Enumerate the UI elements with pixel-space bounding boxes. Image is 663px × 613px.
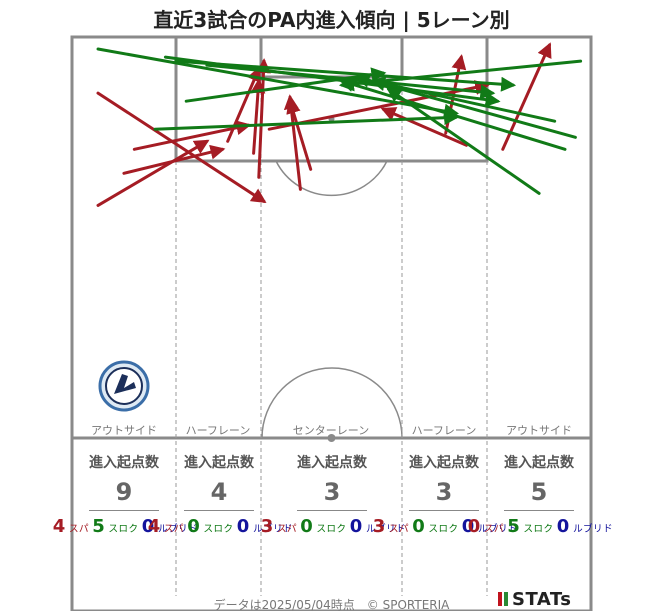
dribble-label: ドリブル bbox=[250, 522, 292, 533]
pass-count: 0 bbox=[467, 516, 481, 537]
penalty-arc bbox=[275, 160, 388, 197]
pass-label: パス bbox=[481, 522, 503, 533]
stat-divider bbox=[409, 510, 479, 511]
dribble-count: 0 bbox=[556, 516, 570, 537]
pass-arrow-10 bbox=[380, 107, 468, 147]
dribble-count: 0 bbox=[461, 516, 475, 537]
lane-stats-center: 進入起点数 3 3 パス 0 クロス 0 ドリブル bbox=[261, 452, 405, 537]
dribble-label: ドリブル bbox=[155, 522, 197, 533]
stat-total: 4 bbox=[210, 478, 228, 506]
chart-title: 直近3試合のPA内進入傾向 | 5レーン別 bbox=[153, 8, 510, 32]
pass-arrow-0 bbox=[96, 91, 267, 204]
stat-divider bbox=[504, 510, 574, 511]
cross-arrow-13 bbox=[96, 47, 460, 119]
dribble-count: 0 bbox=[141, 516, 155, 537]
cross-arrow-23 bbox=[370, 76, 557, 123]
brand-bar-icon bbox=[498, 592, 502, 606]
stat-total: 3 bbox=[435, 478, 453, 506]
cross-count: 5 bbox=[507, 516, 520, 537]
cross-arrow-22 bbox=[386, 87, 541, 195]
pass-count: 4 bbox=[52, 516, 66, 537]
lane-label-outside-right: アウトサイド bbox=[506, 424, 572, 437]
cross-label: クロス bbox=[520, 522, 552, 533]
stat-header: 進入起点数 bbox=[184, 455, 254, 471]
stat-header: 進入起点数 bbox=[297, 455, 367, 471]
pass-arrow-2 bbox=[122, 144, 226, 175]
cross-label: クロス bbox=[105, 522, 137, 533]
pass-arrow-6 bbox=[255, 58, 271, 179]
brand-bar-icon bbox=[504, 592, 508, 606]
arrow-layer bbox=[96, 42, 583, 207]
lane-stats-halfspace-left: 進入起点数 4 4 パス 0 クロス 0 ドリブル bbox=[148, 452, 292, 537]
pass-arrow-5 bbox=[250, 78, 266, 155]
pass-label: パス bbox=[66, 522, 88, 533]
cross-label: クロス bbox=[200, 522, 232, 533]
brand-text: STATs bbox=[512, 589, 572, 610]
cross-count: 0 bbox=[300, 516, 313, 537]
brand-logo: STATs bbox=[498, 589, 571, 610]
pass-arrow-3 bbox=[132, 120, 252, 151]
lane-label-outside-left: アウトサイド bbox=[91, 424, 157, 437]
team-logo-icon bbox=[98, 360, 150, 412]
dribble-label: ドリブル bbox=[475, 522, 517, 533]
dribble-label: ドリブル bbox=[363, 522, 405, 533]
cross-label: クロス bbox=[313, 522, 345, 533]
stat-divider bbox=[297, 510, 367, 511]
cross-label: クロス bbox=[425, 522, 457, 533]
lane-stats-halfspace-right: 進入起点数 3 3 パス 0 クロス 0 ドリブル bbox=[373, 452, 517, 537]
cross-count: 0 bbox=[187, 516, 200, 537]
stat-header: 進入起点数 bbox=[504, 455, 574, 471]
footer-note: データは2025/05/04時点 © SPORTERIA bbox=[213, 598, 450, 612]
lane-stats-outside-left: 進入起点数 9 4 パス 5 クロス 0 ドリブル bbox=[53, 452, 197, 537]
pass-label: パス bbox=[274, 522, 296, 533]
stat-divider bbox=[89, 510, 159, 511]
cross-arrow-18 bbox=[153, 110, 460, 131]
lane-label-center: センターレーン bbox=[292, 424, 370, 437]
lane-stats-outside-right: 進入起点数 5 0 パス 5 クロス 0 ドリブル bbox=[468, 452, 612, 537]
stat-total: 5 bbox=[530, 478, 548, 506]
dribble-label: ドリブル bbox=[570, 522, 612, 533]
center-spot bbox=[327, 434, 336, 442]
pass-arrow-1 bbox=[96, 139, 210, 207]
cross-arrow-19 bbox=[339, 77, 567, 151]
pass-label: パス bbox=[161, 522, 183, 533]
pass-count: 4 bbox=[147, 516, 161, 537]
lane-label-halfspace-right: ハーフレーン bbox=[411, 424, 477, 437]
stat-header: 進入起点数 bbox=[409, 455, 479, 471]
pass-count: 3 bbox=[372, 516, 386, 537]
center-circle bbox=[261, 367, 403, 439]
dribble-count: 0 bbox=[349, 516, 363, 537]
cross-count: 0 bbox=[412, 516, 425, 537]
stat-total: 9 bbox=[115, 478, 133, 506]
dribble-count: 0 bbox=[236, 516, 250, 537]
stat-divider bbox=[184, 510, 254, 511]
pass-label: パス bbox=[386, 522, 408, 533]
pass-arrow-8 bbox=[286, 98, 313, 171]
lane-label-halfspace-left: ハーフレーン bbox=[185, 424, 251, 437]
pass-count: 3 bbox=[260, 516, 274, 537]
stat-total: 3 bbox=[323, 478, 341, 506]
stat-header: 進入起点数 bbox=[89, 455, 159, 471]
cross-count: 5 bbox=[92, 516, 105, 537]
